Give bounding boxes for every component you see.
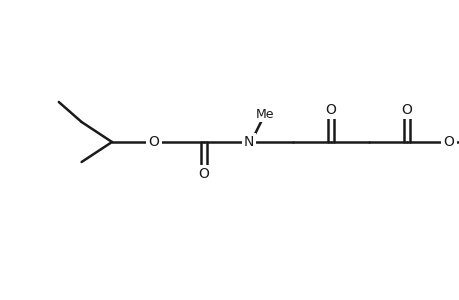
Text: O: O	[148, 135, 159, 149]
Text: N: N	[243, 135, 254, 149]
Text: O: O	[325, 103, 336, 117]
Text: O: O	[401, 103, 412, 117]
Text: Me: Me	[255, 107, 274, 121]
Text: O: O	[442, 135, 453, 149]
Text: O: O	[198, 167, 209, 181]
